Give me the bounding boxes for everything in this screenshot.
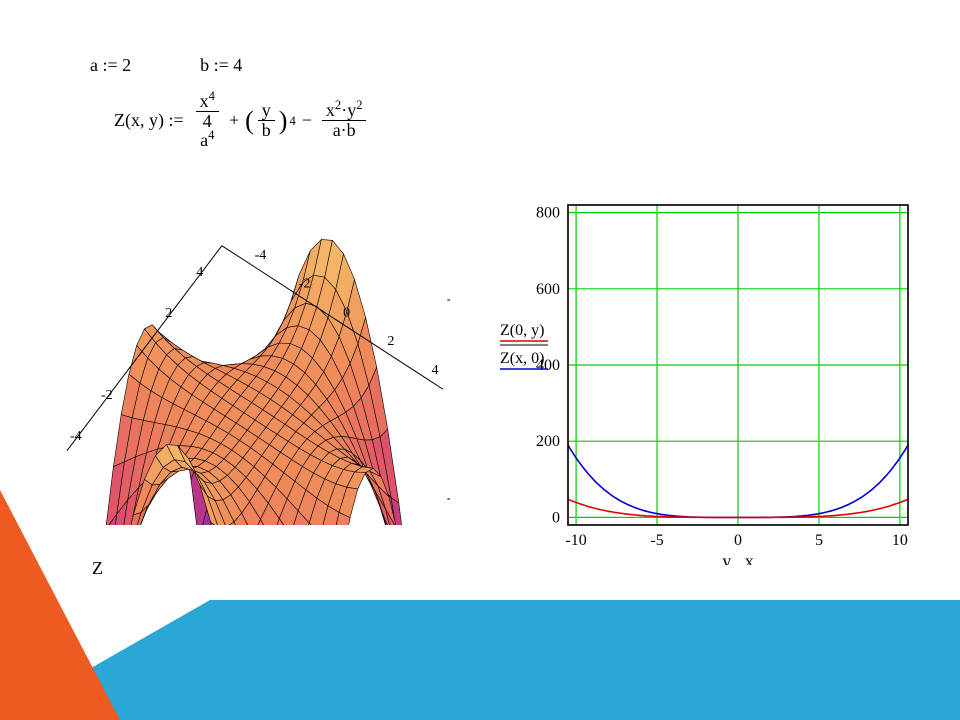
svg-text:2: 2	[387, 334, 394, 349]
svg-text:-2: -2	[299, 277, 311, 292]
svg-text:4: 4	[432, 363, 439, 378]
svg-text:10: 10	[892, 532, 908, 549]
svg-text:y , x: y , x	[722, 551, 754, 565]
svg-text:2: 2	[165, 306, 172, 321]
param-b: b := 4	[200, 55, 242, 76]
param-a: a := 2	[90, 55, 131, 76]
svg-text:5: 5	[815, 532, 823, 549]
svg-text:Z(0, y): Z(0, y)	[500, 322, 544, 339]
surface-axis-label-z: Z	[92, 558, 103, 579]
svg-text:0: 0	[734, 532, 742, 549]
svg-text:200: 200	[536, 433, 560, 450]
svg-text:600: 600	[536, 281, 560, 298]
svg-text:4: 4	[196, 265, 203, 280]
formula-full: Z(x, y) := x4 4a4 + ( y b )4 − x2·y2 a·b	[114, 92, 370, 150]
svg-text:Z(x, 0): Z(x, 0)	[500, 350, 544, 367]
svg-text:-10: -10	[565, 532, 586, 549]
svg-text:0: 0	[552, 509, 560, 526]
equations-block: a := 2 b := 4 Z(x, y) := x4 4	[90, 55, 242, 90]
surface-plot: -4 -2 2 4 4 2 0 -2 -4	[60, 195, 450, 530]
svg-text:-4: -4	[70, 429, 82, 444]
svg-text:-2: -2	[101, 388, 113, 403]
svg-text:-5: -5	[650, 532, 663, 549]
svg-text:800: 800	[536, 205, 560, 222]
svg-text:-4: -4	[255, 248, 267, 263]
cross-section-plot: -10-505100200400600800y , xZ(0, y)Z(x, 0…	[490, 195, 920, 570]
svg-text:0: 0	[343, 305, 350, 320]
